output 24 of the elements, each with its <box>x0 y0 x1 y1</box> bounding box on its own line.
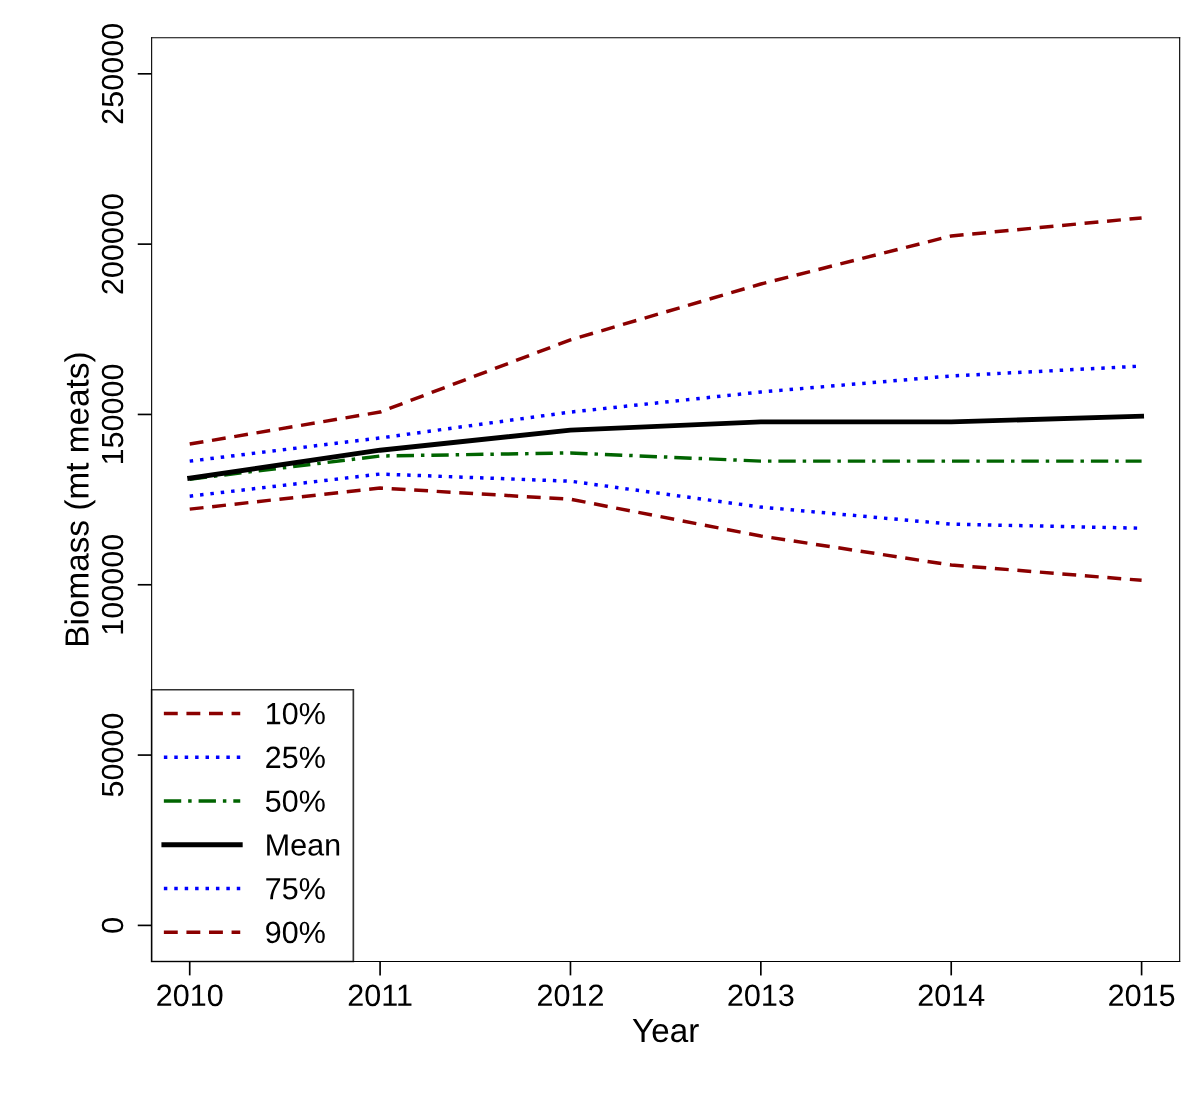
legend-label: 50% <box>265 790 325 812</box>
x-axis-title: Year <box>632 1018 699 1043</box>
legend-label: 90% <box>266 921 325 944</box>
legend-label: 75% <box>266 877 325 900</box>
x-tick-label: 2013 <box>728 984 794 1007</box>
y-axis-title: Biomass (mt meats) <box>64 353 96 646</box>
line-series <box>187 216 1144 446</box>
x-tick-label: 2010 <box>157 984 223 1007</box>
legend-label: Mean <box>267 834 340 856</box>
x-tick-label: 2012 <box>538 984 603 1007</box>
legend-label: 25% <box>266 746 325 769</box>
x-tick-label: 2014 <box>918 984 985 1007</box>
y-tick-label: 50000 <box>101 713 124 797</box>
y-tick-label: 250000 <box>101 24 124 124</box>
y-tick-label: 100000 <box>101 534 124 634</box>
x-tick-label: 2015 <box>1109 984 1175 1007</box>
line-series <box>187 451 1144 481</box>
y-tick-label: 150000 <box>101 364 124 464</box>
y-tick-label: 0 <box>101 918 124 933</box>
x-tick-label: 2011 <box>348 984 412 1007</box>
line-series <box>187 413 1145 481</box>
legend-label: 10% <box>267 702 325 725</box>
y-tick-label: 200000 <box>101 194 124 294</box>
line-series <box>187 486 1144 583</box>
